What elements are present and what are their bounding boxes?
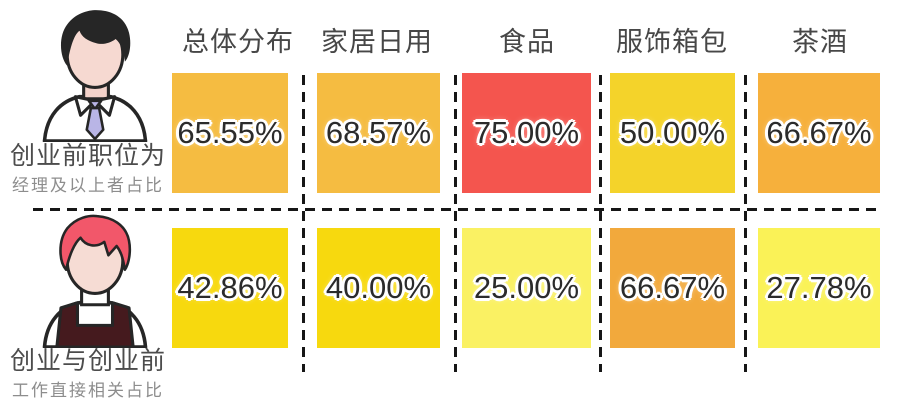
percent-cell: 40.00% bbox=[317, 228, 440, 348]
column-divider bbox=[599, 75, 602, 372]
row1-title: 创业前职位为 bbox=[9, 142, 166, 170]
percent-cell: 50.00% bbox=[610, 73, 735, 193]
percent-cell: 27.78% bbox=[758, 228, 880, 348]
row1-subtitle: 经理及以上者占比 bbox=[12, 176, 164, 195]
percent-cell: 68.57% bbox=[317, 73, 440, 193]
column-divider bbox=[302, 75, 305, 372]
column-header-teawine: 茶酒 bbox=[792, 27, 848, 57]
percent-cell: 66.67% bbox=[610, 228, 735, 348]
row2-title: 创业与创业前 bbox=[9, 347, 166, 375]
column-header-food: 食品 bbox=[499, 27, 555, 57]
percent-cell: 42.86% bbox=[172, 228, 288, 348]
column-header-apparel: 服饰箱包 bbox=[616, 27, 728, 57]
percent-cell: 66.67% bbox=[758, 73, 880, 193]
column-header-overall: 总体分布 bbox=[182, 27, 294, 57]
column-divider bbox=[454, 75, 457, 372]
percent-cell: 75.00% bbox=[462, 73, 591, 193]
row-divider bbox=[33, 208, 882, 211]
worker-icon bbox=[28, 212, 162, 349]
businessman-icon bbox=[28, 6, 162, 143]
row2-subtitle: 工作直接相关占比 bbox=[12, 381, 164, 400]
percent-cell: 25.00% bbox=[462, 228, 591, 348]
percent-cell: 65.55% bbox=[172, 73, 288, 193]
column-header-household: 家居日用 bbox=[321, 27, 433, 57]
column-divider bbox=[744, 75, 747, 372]
